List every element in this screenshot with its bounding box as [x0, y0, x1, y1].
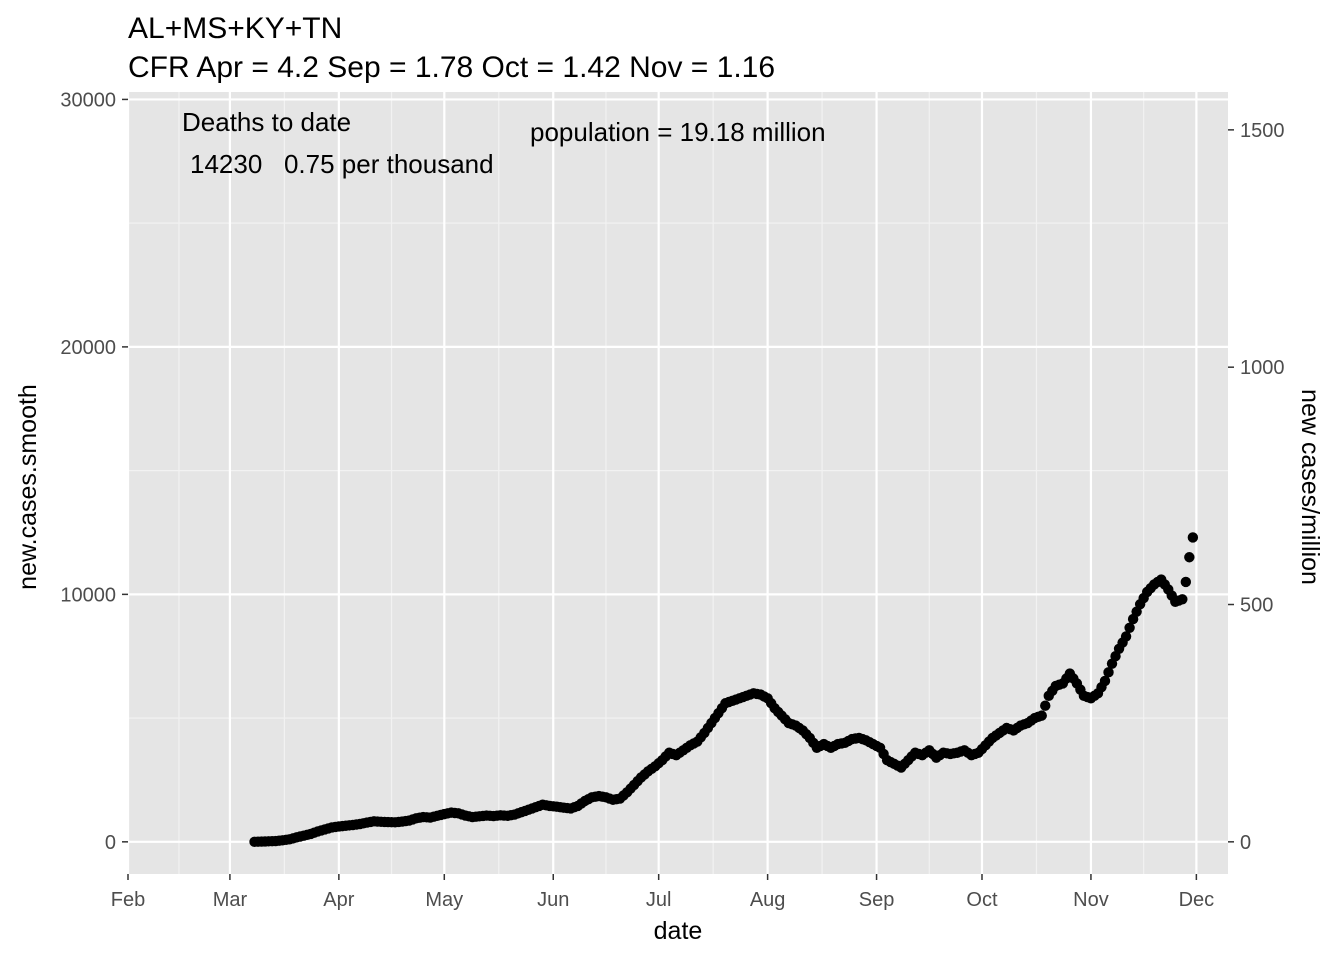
plot-panel [128, 92, 1228, 874]
y-tick-label: 20000 [60, 337, 116, 359]
x-tick-label: Mar [213, 889, 248, 911]
x-tick-label: Apr [323, 889, 354, 911]
deaths-value: 14230 0.75 per thousand [190, 149, 494, 179]
data-points [249, 532, 1199, 848]
left-axis: 0 10000 20000 30000 [60, 89, 128, 854]
x-tick-label: Jul [646, 889, 672, 911]
chart-title: AL+MS+KY+TN [128, 12, 342, 45]
population-label: population = 19.18 million [530, 117, 826, 147]
x-tick-label: Dec [1179, 889, 1215, 911]
data-point [1120, 631, 1132, 642]
y-tick-label: 10000 [60, 584, 116, 606]
data-point [1036, 710, 1047, 721]
x-axis-title: date [654, 917, 703, 945]
data-point [1040, 700, 1051, 711]
y-tick-label: 30000 [60, 89, 116, 111]
data-point [1124, 622, 1135, 633]
x-tick-label: Sep [859, 889, 895, 911]
chart-subtitle: CFR Apr = 4.2 Sep = 1.78 Oct = 1.42 Nov … [128, 51, 775, 84]
x-tick-label: Aug [750, 889, 786, 911]
data-point [1099, 675, 1111, 687]
x-tick-label: Oct [966, 889, 998, 911]
x-tick-label: Jun [537, 889, 569, 911]
y2-axis-title: new cases/million [1296, 389, 1324, 585]
y2-tick-label: 0 [1240, 832, 1251, 854]
y2-tick-label: 500 [1240, 595, 1273, 617]
deaths-title: Deaths to date [182, 107, 351, 137]
data-point [1180, 576, 1192, 588]
right-axis: 0 500 1000 1500 [1228, 120, 1285, 854]
x-tick-label: Nov [1073, 889, 1109, 911]
y2-tick-label: 1000 [1240, 357, 1285, 379]
y2-tick-label: 1500 [1240, 120, 1285, 142]
x-tick-label: May [425, 889, 463, 911]
x-tick-label: Feb [111, 889, 145, 911]
data-point [1177, 594, 1188, 605]
data-point [1184, 552, 1195, 563]
y-tick-label: 0 [105, 832, 116, 854]
data-point [1187, 532, 1199, 543]
y-axis-title: new.cases.smooth [14, 384, 42, 590]
x-axis: Feb Mar Apr May Jun Jul Aug Sep Oct Nov Dec [111, 874, 1214, 911]
data-point [1103, 667, 1114, 678]
